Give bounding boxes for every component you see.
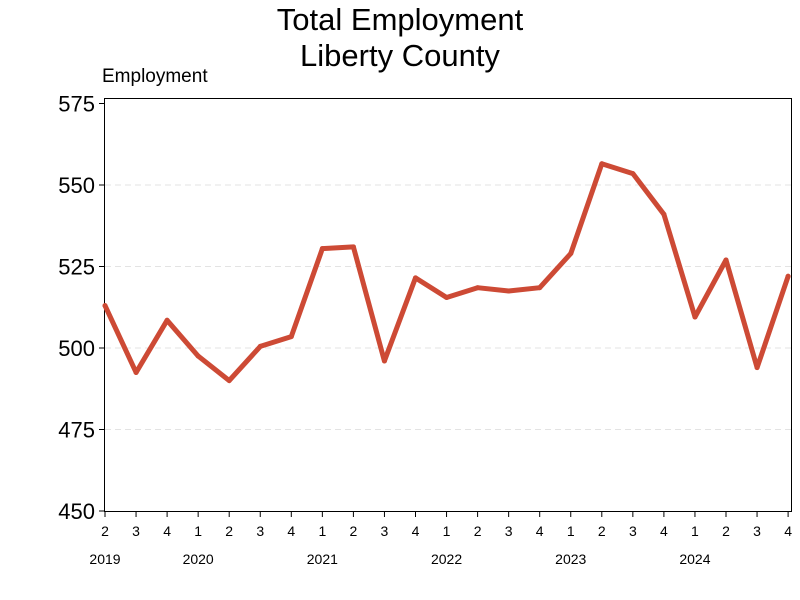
x-tick-label: 3 [629, 523, 637, 539]
x-tick-label: 4 [412, 523, 420, 539]
data-point [133, 369, 139, 375]
x-tick-label: 3 [256, 523, 264, 539]
y-tick-label: 450 [58, 499, 95, 524]
x-tick-label: 4 [163, 523, 171, 539]
y-tick-label: 525 [58, 255, 95, 280]
chart-title: Total Employment [276, 2, 524, 37]
x-tick-label: 3 [505, 523, 513, 539]
x-year-label: 2019 [89, 551, 120, 567]
data-point [164, 317, 170, 323]
y-tick-label: 575 [58, 92, 95, 117]
x-year-label: 2022 [431, 551, 462, 567]
data-point [630, 171, 636, 177]
data-point [723, 257, 729, 263]
y-tick-label: 500 [58, 336, 95, 361]
y-axis-label: Employment [102, 66, 208, 87]
x-tick-label: 1 [194, 523, 202, 539]
x-tick-label: 2 [225, 523, 233, 539]
x-tick-label: 4 [784, 523, 792, 539]
data-point [288, 334, 294, 340]
gridlines [105, 184, 791, 430]
data-point [506, 288, 512, 294]
x-tick-label: 1 [443, 523, 451, 539]
chart-subtitle: Liberty County [300, 38, 500, 73]
y-axis: 450 475 500 525 550 575 [58, 92, 105, 524]
x-year-label: 2023 [555, 551, 586, 567]
plot-frame [104, 98, 792, 512]
data-point [785, 273, 791, 279]
x-tick-label: 2 [474, 523, 482, 539]
x-tick-label: 3 [753, 523, 761, 539]
data-point [195, 353, 201, 359]
y-tick-label: 475 [58, 418, 95, 443]
data-point [754, 365, 760, 371]
x-tick-label: 3 [132, 523, 140, 539]
x-tick-label: 1 [318, 523, 326, 539]
data-point [381, 358, 387, 364]
x-year-label: 2021 [307, 551, 338, 567]
data-point [413, 275, 418, 281]
x-year-label: 2020 [183, 551, 214, 567]
data-point [257, 343, 263, 349]
series-group [102, 161, 791, 384]
data-point [599, 161, 605, 167]
x-tick-label: 2 [722, 523, 730, 539]
x-tick-label: 3 [381, 523, 389, 539]
x-tick-label: 2 [598, 523, 606, 539]
data-point [444, 294, 450, 300]
data-point [350, 244, 356, 250]
x-axis: 2 3 4 1 2 3 4 1 2 3 4 1 2 3 4 1 2 3 4 1 2 3 4 2019 2020 2021 2022 2… [89, 511, 792, 567]
data-point [661, 211, 667, 217]
x-tick-label: 1 [567, 523, 575, 539]
y-tick-label: 550 [58, 173, 95, 198]
data-point [226, 378, 232, 384]
data-point [537, 285, 543, 291]
x-tick-label: 4 [287, 523, 295, 539]
x-tick-label: 1 [691, 523, 699, 539]
data-point [102, 303, 108, 309]
data-point [475, 285, 481, 291]
x-tick-label: 4 [660, 523, 668, 539]
data-point [568, 250, 574, 256]
x-year-label: 2024 [679, 551, 710, 567]
x-tick-label: 2 [350, 523, 358, 539]
data-point [692, 314, 698, 320]
x-tick-label: 4 [536, 523, 544, 539]
data-point [319, 246, 325, 252]
x-tick-label: 2 [101, 523, 109, 539]
